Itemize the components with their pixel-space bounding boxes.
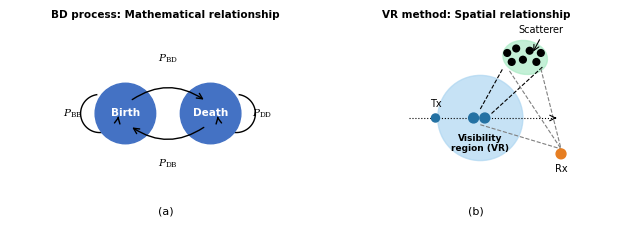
Text: Death: Death (193, 109, 228, 118)
Circle shape (431, 114, 440, 122)
Circle shape (526, 47, 533, 54)
Circle shape (468, 113, 479, 123)
Text: Visibility
region (VR): Visibility region (VR) (451, 134, 509, 153)
Text: VR method: Spatial relationship: VR method: Spatial relationship (381, 10, 570, 20)
Circle shape (520, 56, 526, 63)
Circle shape (438, 75, 523, 160)
Ellipse shape (503, 40, 547, 74)
Text: $P_{\mathrm{DD}}$: $P_{\mathrm{DD}}$ (252, 107, 273, 120)
Text: Scatterer: Scatterer (518, 25, 563, 35)
Circle shape (556, 149, 566, 159)
Circle shape (480, 113, 490, 123)
Circle shape (95, 83, 156, 144)
Circle shape (513, 45, 520, 52)
Text: Birth: Birth (111, 109, 140, 118)
Text: $P_{\mathrm{BD}}$: $P_{\mathrm{BD}}$ (158, 53, 178, 65)
Text: $P_{\mathrm{DB}}$: $P_{\mathrm{DB}}$ (158, 157, 178, 170)
Text: (b): (b) (468, 207, 484, 217)
Circle shape (533, 59, 540, 65)
Text: Tx: Tx (429, 99, 441, 109)
Circle shape (508, 59, 515, 65)
Text: BD process: Mathematical relationship: BD process: Mathematical relationship (51, 10, 280, 20)
Text: (a): (a) (158, 207, 173, 217)
Circle shape (538, 49, 544, 56)
Text: $P_{\mathrm{BB}}$: $P_{\mathrm{BB}}$ (63, 107, 83, 120)
Circle shape (180, 83, 241, 144)
Text: Rx: Rx (555, 164, 567, 174)
Circle shape (504, 49, 511, 56)
